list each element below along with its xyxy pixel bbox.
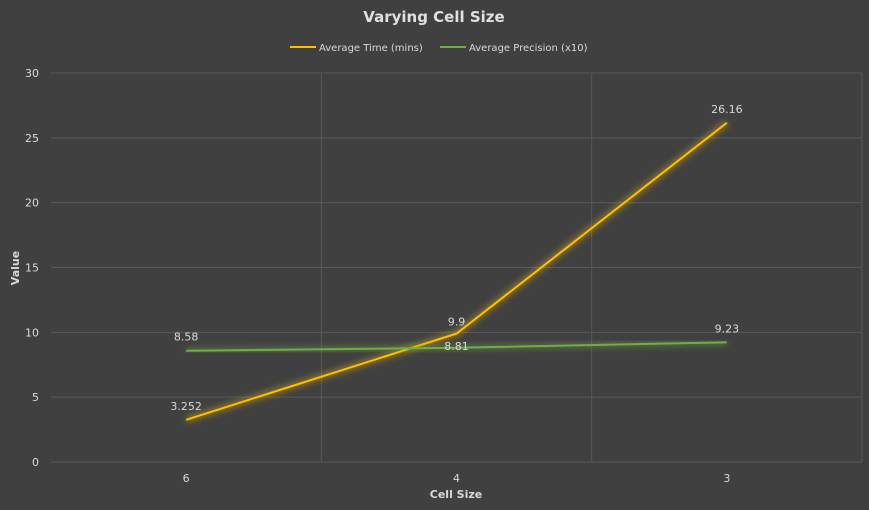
series-line-1	[186, 341, 727, 352]
series-lines	[185, 120, 729, 424]
y-axis-ticks: 0 5 10 15 20 25 30	[25, 67, 39, 469]
y-tick-label: 30	[25, 67, 39, 80]
legend-label: Average Time (mins)	[319, 43, 423, 54]
data-label: 3.252	[170, 400, 202, 413]
x-tick-label: 3	[723, 472, 730, 485]
legend-label: Average Precision (x10)	[469, 43, 588, 54]
y-tick-label: 5	[32, 391, 39, 404]
series-line-0	[185, 122, 728, 421]
y-axis-title: Value	[9, 251, 22, 285]
data-labels: 3.252 9.9 26.16 8.58 8.81 9.23	[170, 103, 742, 413]
data-label: 8.58	[174, 331, 199, 344]
y-tick-label: 20	[25, 197, 39, 210]
y-tick-label: 0	[32, 456, 39, 469]
y-tick-label: 25	[25, 132, 39, 145]
x-tick-label: 6	[183, 472, 190, 485]
data-label: 26.16	[711, 103, 743, 116]
x-tick-label: 4	[453, 472, 460, 485]
x-axis-ticks: 6 4 3	[183, 472, 731, 485]
x-axis-title: Cell Size	[430, 488, 482, 501]
series-glow	[185, 120, 729, 424]
data-label: 8.81	[444, 340, 469, 353]
chart-title: Varying Cell Size	[363, 8, 504, 26]
y-tick-label: 10	[25, 326, 39, 339]
legend: Average Time (mins) Average Precision (x1…	[290, 43, 588, 54]
y-tick-label: 15	[25, 262, 39, 275]
data-label: 9.9	[448, 316, 466, 329]
data-label: 9.23	[715, 322, 740, 335]
